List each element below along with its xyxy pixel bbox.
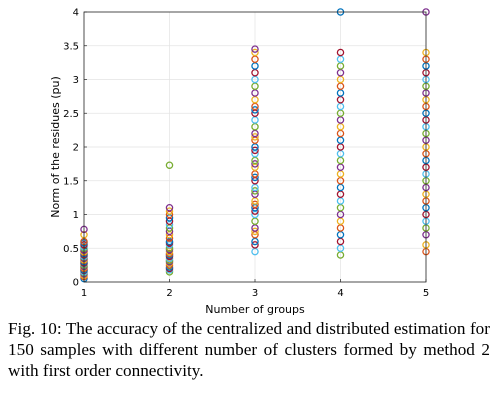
- y-tick-label: 1.5: [63, 176, 79, 187]
- data-point: [251, 48, 259, 57]
- y-tick-label: 2: [73, 143, 79, 154]
- y-tick-label: 0.5: [63, 244, 79, 255]
- y-axis-ticks: 0 0.5 1 1.5 2 2.5 3 3.5 4: [63, 8, 87, 289]
- x-tick-label: 4: [337, 288, 343, 299]
- x-axis-ticks: 1 2 3 4 5: [81, 279, 429, 299]
- y-tick-label: 1: [73, 210, 79, 221]
- data-point: [251, 133, 259, 141]
- y-tick-label: 4: [73, 8, 79, 19]
- data-point: [251, 227, 259, 236]
- data-point: [251, 146, 259, 155]
- scatter-chart: 1 2 3 4 5 0 0.5 1 1.5 2 2.5 3 3.5 4 Number of groups…: [49, 8, 430, 316]
- y-tick-label: 3: [73, 75, 79, 86]
- data-point: [336, 48, 345, 57]
- figure-number: Fig. 10:: [8, 319, 62, 338]
- data-point: [165, 203, 174, 212]
- data-point: [251, 187, 259, 195]
- x-tick-label: 3: [252, 288, 258, 299]
- y-axis-title: Norm of the residues (pu): [49, 76, 62, 217]
- x-tick-label: 1: [81, 288, 87, 299]
- data-point: [251, 241, 259, 249]
- x-tick-label: 2: [166, 288, 172, 299]
- chart-canvas: 1 2 3 4 5 0 0.5 1 1.5 2 2.5 3 3.5 4 Number of groups…: [49, 8, 430, 316]
- data-point: [165, 207, 174, 215]
- data-point: [251, 45, 259, 53]
- caption-text: The accuracy of the centralized and dist…: [8, 319, 490, 380]
- data-point: [251, 106, 259, 114]
- y-tick-label: 0: [73, 278, 79, 289]
- figure-caption: Fig. 10: The accuracy of the centralized…: [8, 318, 490, 381]
- x-tick-label: 5: [423, 288, 429, 299]
- x-axis-title: Number of groups: [205, 303, 305, 316]
- y-tick-label: 2.5: [63, 109, 79, 120]
- y-tick-label: 3.5: [63, 41, 79, 52]
- data-point: [251, 173, 259, 182]
- data-point: [165, 161, 174, 169]
- data-point: [251, 200, 259, 209]
- data-point: [251, 160, 259, 168]
